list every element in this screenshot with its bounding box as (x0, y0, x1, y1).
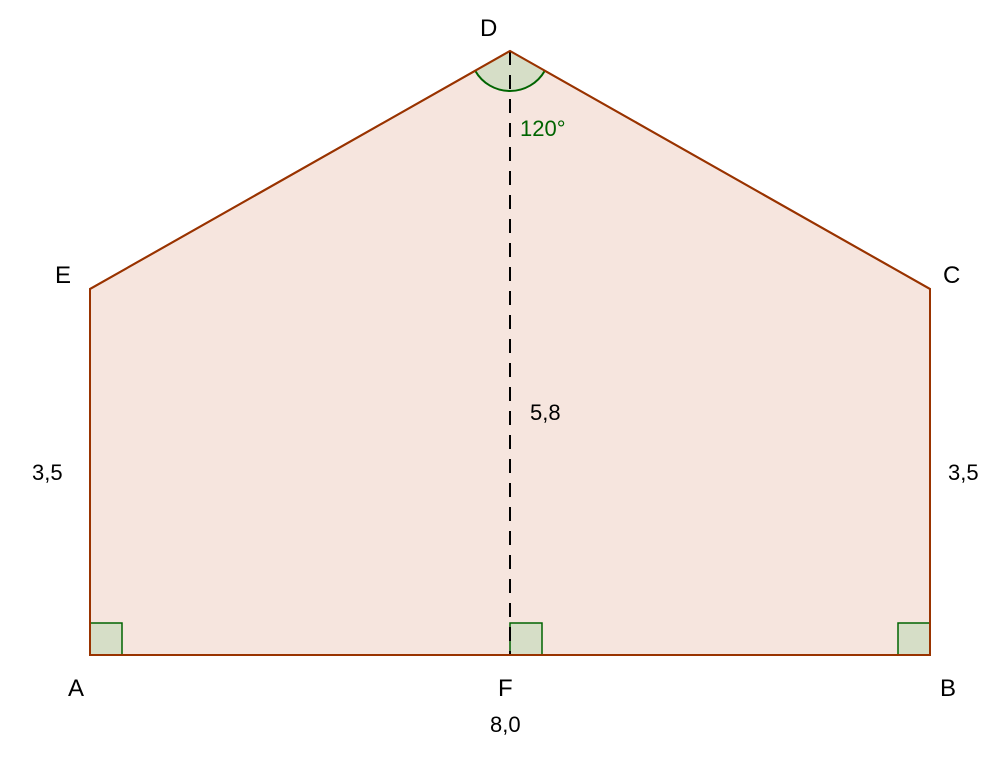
vertex-label-e: E (55, 262, 71, 289)
measure-label-left-side: 3,5 (32, 460, 63, 485)
right-angle-marker (90, 623, 122, 655)
measure-label-right-side: 3,5 (948, 460, 979, 485)
right-angle-marker (898, 623, 930, 655)
apex-angle-label: 120° (520, 116, 566, 141)
measure-label-base: 8,0 (490, 712, 521, 737)
vertex-label-f: F (498, 675, 513, 702)
right-angle-marker (510, 623, 542, 655)
vertex-label-b: B (940, 675, 956, 702)
vertex-label-a: A (68, 675, 84, 702)
vertex-label-d: D (480, 15, 497, 42)
vertex-label-c: C (943, 262, 960, 289)
measure-label-height: 5,8 (530, 400, 561, 425)
